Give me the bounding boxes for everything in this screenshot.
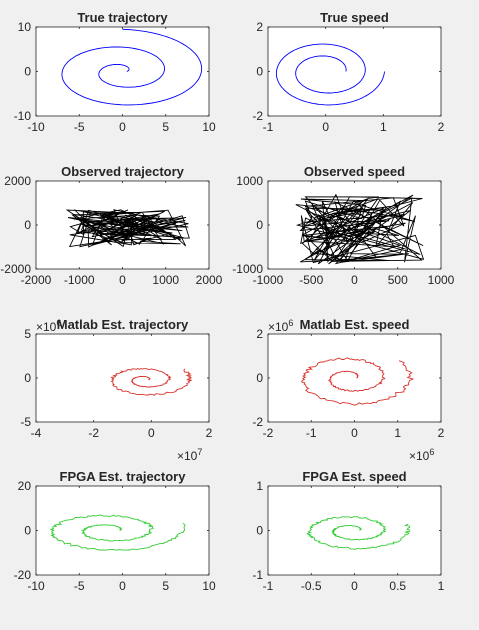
y-tick-label: 0 — [24, 371, 31, 385]
series-line-0 — [61, 28, 203, 106]
y-tick-label: 10 — [18, 20, 32, 34]
x-tick-label: -1000 — [64, 273, 95, 287]
y-tick-label: 20 — [18, 479, 32, 493]
x-tick-label: 1000 — [428, 273, 455, 287]
series-line-0 — [49, 514, 186, 551]
subplot-title: Matlab Est. speed — [300, 317, 410, 332]
x-tick-label: -2 — [263, 426, 274, 440]
x-tick-label: -5 — [74, 120, 85, 134]
x-tick-label: 0 — [119, 273, 126, 287]
subplot-title: Observed trajectory — [61, 164, 185, 179]
y-tick-label: 0 — [256, 524, 263, 538]
x-tick-label: 5 — [162, 120, 169, 134]
x-tick-label: -4 — [31, 426, 42, 440]
x-tick-label: -1 — [263, 579, 274, 593]
axes-box — [35, 26, 210, 117]
x-tick-label: 10 — [202, 120, 216, 134]
y-tick-label: -5 — [20, 415, 31, 429]
y-tick-label: -10 — [14, 109, 32, 123]
axes-box — [35, 485, 210, 576]
y-tick-label: 0 — [256, 218, 263, 232]
x-tick-label: 2 — [438, 120, 445, 134]
x-tick-label: 500 — [388, 273, 408, 287]
subplot-fpga-est-speed: -1 -0.5 0 0.5 1 -1 0 1 FPGA Est. speed — [252, 469, 444, 593]
y-exponent-label: ×106 — [36, 318, 61, 334]
x-tick-label: -5 — [74, 579, 85, 593]
y-tick-label: -20 — [14, 568, 32, 582]
y-tick-label: 1 — [256, 479, 263, 493]
x-tick-label: 2 — [438, 426, 445, 440]
y-tick-label: 0 — [24, 524, 31, 538]
x-exponent-label: ×107 — [177, 447, 202, 463]
x-tick-label: -2000 — [21, 273, 52, 287]
axes-box — [267, 485, 442, 576]
series-line-0 — [275, 43, 385, 106]
subplot-true-trajectory: -10 -5 0 5 10 -10 0 10 True trajectory — [14, 10, 216, 134]
y-tick-label: 0 — [24, 65, 31, 79]
subplot-matlab-est-speed: -2 -1 0 1 2 -2 0 2 ×106 ×106 Matlab Est. speed — [252, 317, 444, 463]
y-tick-label: 2000 — [4, 174, 31, 188]
subplot-title: FPGA Est. speed — [302, 469, 406, 484]
y-tick-label: 5 — [24, 327, 31, 341]
subplot-title: Observed speed — [304, 164, 405, 179]
y-tick-label: 1000 — [236, 174, 263, 188]
subplot-observed-speed: -1000 -500 0 500 1000 -1000 0 1000 Observed spee… — [232, 164, 454, 287]
x-tick-label: 1 — [394, 426, 401, 440]
x-tick-label: 0 — [119, 120, 126, 134]
x-tick-label: -0.5 — [301, 579, 322, 593]
y-tick-label: -1000 — [232, 262, 263, 276]
subplot-fpga-est-trajectory: -10 -5 0 5 10 -20 0 20 FPGA Est. trajectory — [14, 469, 216, 593]
x-exponent-label: ×106 — [409, 447, 434, 463]
y-tick-label: 2 — [256, 20, 263, 34]
x-tick-label: 0 — [322, 120, 329, 134]
x-tick-label: 0.5 — [389, 579, 406, 593]
x-tick-label: -10 — [27, 579, 45, 593]
x-tick-label: 2000 — [196, 273, 223, 287]
x-tick-label: 0 — [351, 579, 358, 593]
subplot-title: Matlab Est. trajectory — [57, 317, 189, 332]
subplot-observed-trajectory: -2000 -1000 0 1000 2000 -2000 0 2000 Observed tr… — [0, 164, 222, 287]
x-tick-label: 2 — [206, 426, 213, 440]
y-tick-label: 0 — [256, 371, 263, 385]
x-tick-label: 5 — [162, 579, 169, 593]
x-tick-label: -1000 — [253, 273, 284, 287]
x-tick-label: -1 — [263, 120, 274, 134]
subplot-title: True trajectory — [77, 10, 168, 25]
x-tick-label: -10 — [27, 120, 45, 134]
subplot-title: FPGA Est. trajectory — [60, 469, 187, 484]
series-line-0 — [306, 516, 411, 550]
series-line-0 — [110, 367, 193, 396]
y-tick-label: -2 — [252, 109, 263, 123]
x-tick-label: 1 — [380, 120, 387, 134]
subplot-matlab-est-trajectory: -4 -2 0 2 -5 0 5 ×106 ×107 Matlab Est. trajectory — [20, 317, 212, 463]
y-tick-label: -2000 — [0, 262, 31, 276]
axes-box — [35, 333, 210, 423]
x-tick-label: 10 — [202, 579, 216, 593]
series-line-0 — [300, 357, 415, 406]
series-line-0 — [295, 193, 425, 265]
y-tick-label: 0 — [24, 218, 31, 232]
y-tick-label: 0 — [256, 65, 263, 79]
x-tick-label: -2 — [88, 426, 99, 440]
subplot-true-speed: -1 0 1 2 -2 0 2 True speed — [252, 10, 444, 134]
y-tick-label: -1 — [252, 568, 263, 582]
x-tick-label: -500 — [299, 273, 323, 287]
axes-box — [267, 333, 442, 423]
x-tick-label: 0 — [351, 273, 358, 287]
x-tick-label: 0 — [119, 579, 126, 593]
subplot-title: True speed — [320, 10, 389, 25]
x-tick-label: 0 — [351, 426, 358, 440]
x-tick-label: 1 — [438, 579, 445, 593]
axes-box — [267, 26, 442, 117]
x-tick-label: 1000 — [152, 273, 179, 287]
x-tick-label: 0 — [148, 426, 155, 440]
x-tick-label: -1 — [306, 426, 317, 440]
y-tick-label: -2 — [252, 415, 263, 429]
series-line-0 — [65, 209, 190, 248]
y-tick-label: 2 — [256, 327, 263, 341]
y-exponent-label: ×106 — [268, 318, 293, 334]
